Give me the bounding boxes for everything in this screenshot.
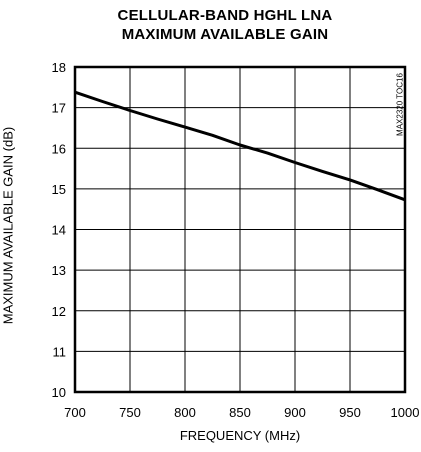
x-tick-label: 900 (284, 405, 306, 420)
y-tick-label: 11 (53, 344, 67, 359)
y-tick-label: 13 (52, 263, 66, 278)
y-tick-label: 18 (52, 60, 66, 75)
x-tick-label: 1000 (391, 405, 420, 420)
x-tick-label: 750 (119, 405, 141, 420)
y-tick-label: 15 (52, 182, 66, 197)
chart-title-line1: CELLULAR-BAND HGHL LNA (117, 7, 333, 24)
y-tick-label: 10 (52, 385, 66, 400)
y-tick-label: 17 (52, 101, 66, 116)
x-tick-label: 950 (339, 405, 361, 420)
x-axis-label: FREQUENCY (MHz) (179, 428, 301, 443)
y-tick-label: 14 (52, 223, 66, 238)
y-tick-label: 16 (52, 141, 66, 156)
plot-frame (73, 65, 407, 394)
tick-labels: 700 750 800 850 900 950 1000 10 11 12 13 14 15 16 17 18 (52, 60, 420, 420)
x-tick-label: 700 (64, 405, 86, 420)
y-axis-label: MAXIMUM AVAILABLE GAIN (dB) (0, 126, 16, 325)
grid-lines (74, 66, 406, 393)
figure-code: MAX2320 TOC16 (395, 73, 405, 136)
chart-title-line2: MAXIMUM AVAILABLE GAIN (121, 26, 329, 43)
y-tick-label: 12 (52, 304, 66, 319)
x-tick-label: 800 (174, 405, 196, 420)
series-line (74, 90, 406, 202)
x-tick-label: 850 (229, 405, 251, 420)
